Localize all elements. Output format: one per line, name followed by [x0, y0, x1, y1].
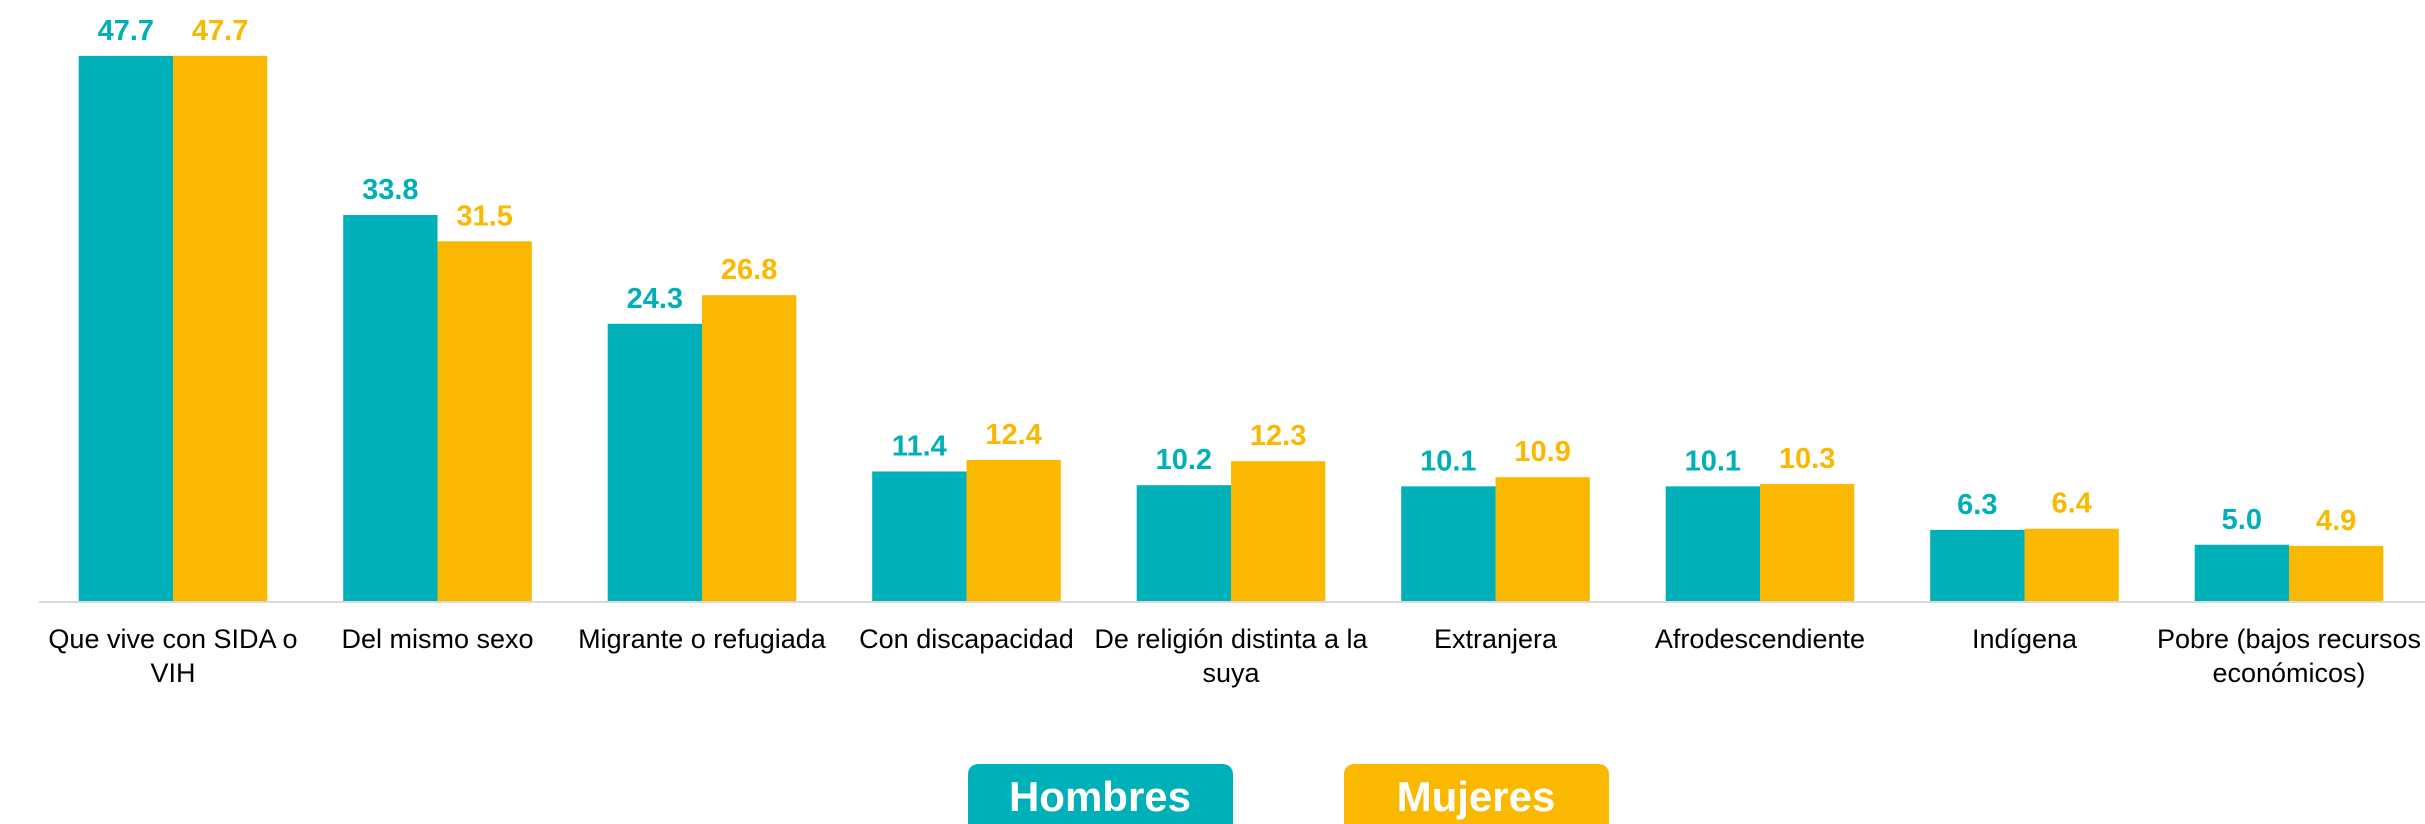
bar	[1495, 477, 1590, 602]
x-tick-label: Afrodescendiente	[1654, 624, 1866, 654]
bar	[2024, 528, 2119, 602]
x-tick-label: Con discapacidad	[859, 624, 1074, 654]
bar	[1136, 485, 1231, 602]
bar	[437, 241, 532, 602]
data-label: 12.4	[985, 419, 1041, 451]
x-tick-label: Extranjera	[1433, 624, 1558, 654]
bar	[2194, 544, 2289, 602]
bar	[702, 295, 797, 602]
bar	[343, 214, 438, 603]
data-label: 5.0	[2222, 504, 2262, 536]
x-tick-label: De religión distinta a la suya	[1094, 624, 1368, 688]
data-label: 31.5	[456, 200, 512, 232]
data-label: 6.4	[2051, 488, 2091, 520]
bar	[1401, 486, 1496, 602]
bar	[78, 55, 173, 602]
legend-swatch	[968, 764, 1233, 824]
legend-label: Mujeres	[1397, 773, 1556, 820]
bar	[1231, 461, 1326, 602]
bar	[872, 471, 967, 602]
legend-label: Hombres	[1009, 773, 1191, 820]
x-tick-label: Migrante o refugiada	[578, 624, 826, 654]
data-label: 24.3	[627, 283, 683, 315]
x-tick-label: Pobre (bajos recursos económicos)	[2156, 624, 2422, 688]
data-label: 10.1	[1420, 445, 1476, 477]
bar	[966, 460, 1061, 602]
bar	[1930, 529, 2025, 602]
data-label: 12.3	[1250, 420, 1306, 452]
bar	[1665, 486, 1760, 602]
legend-swatch	[1344, 764, 1609, 824]
x-tick-label: Del mismo sexo	[341, 624, 534, 654]
bar	[173, 55, 268, 602]
data-label: 10.9	[1514, 436, 1570, 468]
data-label: 10.1	[1685, 445, 1741, 477]
data-label: 6.3	[1957, 489, 1997, 521]
bar	[607, 323, 702, 602]
data-label: 26.8	[721, 254, 777, 286]
data-label: 4.9	[2316, 505, 2356, 537]
x-tick-label: Indígena	[1971, 624, 2078, 654]
data-label: 11.4	[892, 430, 947, 462]
data-label: 10.3	[1779, 443, 1835, 475]
data-label: 33.8	[362, 174, 418, 206]
data-label: 47.7	[98, 15, 154, 47]
x-tick-label: Que vive con SIDA o VIH	[48, 624, 298, 688]
data-label: 47.7	[192, 15, 248, 47]
bar	[2289, 545, 2384, 602]
data-label: 10.2	[1156, 444, 1212, 476]
bar	[1760, 484, 1855, 602]
